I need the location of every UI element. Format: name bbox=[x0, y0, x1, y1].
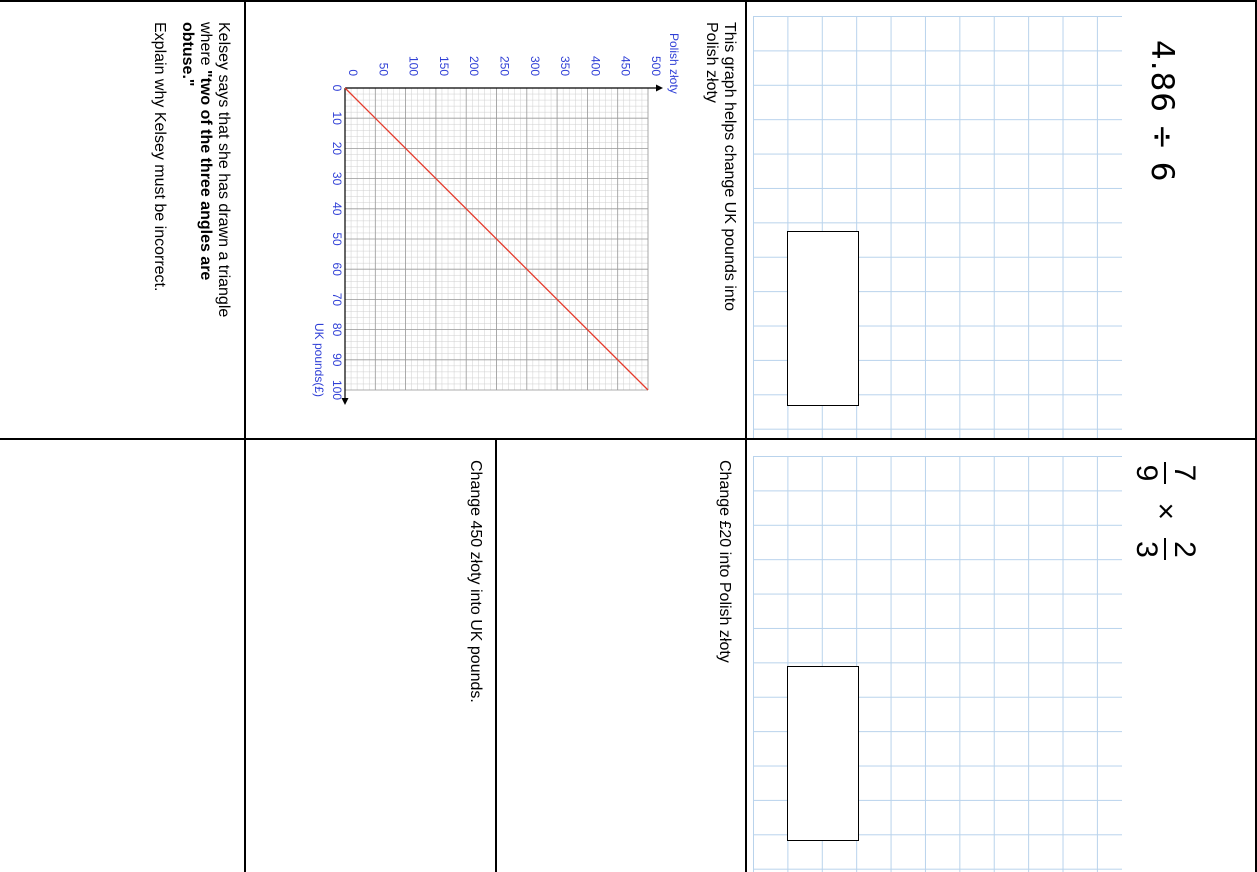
y-tick-label: 500 bbox=[649, 56, 663, 76]
question-3-intro: This graph helps change UK pounds into P… bbox=[702, 22, 738, 311]
working-grid-q2[interactable] bbox=[753, 456, 1122, 872]
conversion-graph: 0 10 20 30 40 50 60 70 80 90 100 0 50 100 150 200 250 30… bbox=[312, 33, 681, 405]
question-3a-text: Change £20 into Polish złoty bbox=[716, 460, 733, 663]
x-tick-label: 30 bbox=[330, 172, 344, 186]
intro-line-1: This graph helps change UK pounds into bbox=[721, 22, 738, 312]
question-4-text: Kelsey says that she has drawn a triangl… bbox=[150, 22, 232, 317]
y-axis-arrow bbox=[656, 84, 663, 92]
q4-line-1: Kelsey says that she has drawn a triangl… bbox=[215, 22, 232, 318]
x-tick-label: 20 bbox=[330, 142, 344, 156]
fraction-bar-1 bbox=[1164, 462, 1166, 484]
graph-x-tick-labels: 0 10 20 30 40 50 60 70 80 90 100 bbox=[330, 85, 344, 401]
row-divider bbox=[0, 438, 1257, 440]
y-tick-label: 250 bbox=[498, 56, 512, 76]
graph-axis-labels: UK pounds(£) Polish złoty bbox=[312, 33, 681, 397]
x-tick-label: 70 bbox=[330, 293, 344, 307]
graph-y-tick-labels: 0 50 100 150 200 250 300 350 400 450 500 bbox=[346, 56, 663, 76]
numerator-2: 2 bbox=[1168, 541, 1201, 558]
q4-line-3: obtuse." bbox=[178, 22, 196, 317]
q4-line-2-bold: "two of the three angles are bbox=[197, 70, 214, 281]
answer-box-q2[interactable] bbox=[787, 666, 859, 841]
numerator-1: 7 bbox=[1168, 464, 1201, 482]
col-divider-inner bbox=[495, 440, 497, 872]
border-right bbox=[1255, 0, 1257, 872]
graph-series bbox=[344, 87, 649, 391]
col-divider-main bbox=[745, 0, 747, 872]
q4-line-3-bold: obtuse." bbox=[179, 22, 196, 87]
x-axis-title: UK pounds(£) bbox=[312, 323, 326, 397]
q4-line-2: where "two of the three angles are bbox=[196, 22, 214, 317]
x-tick-label: 50 bbox=[330, 232, 344, 246]
question-3b-text: Change 450 złoty into UK pounds. bbox=[467, 460, 484, 703]
question-1-expression: 4.86 ÷ 6 bbox=[1144, 40, 1180, 183]
x-tick-label: 10 bbox=[330, 112, 344, 126]
x-tick-label: 40 bbox=[330, 202, 344, 216]
fraction-1: 7 9 bbox=[1130, 462, 1201, 484]
graph-axes bbox=[341, 84, 663, 405]
y-tick-label: 100 bbox=[407, 56, 421, 76]
x-tick-label: 0 bbox=[330, 85, 344, 92]
multiply-sign: × bbox=[1149, 502, 1182, 520]
x-axis-arrow bbox=[341, 398, 349, 405]
intro-line-2: Polish złoty bbox=[703, 22, 720, 103]
conversion-line bbox=[344, 87, 649, 391]
q4-line-2-plain: where bbox=[197, 22, 214, 71]
y-tick-label: 300 bbox=[528, 56, 542, 76]
y-tick-label: 150 bbox=[437, 56, 451, 76]
x-tick-label: 80 bbox=[330, 323, 344, 337]
y-tick-label: 0 bbox=[346, 69, 360, 76]
y-tick-label: 400 bbox=[588, 56, 602, 76]
fraction-bar-2 bbox=[1164, 538, 1166, 561]
col-divider-left bbox=[244, 0, 246, 872]
y-tick-label: 450 bbox=[619, 56, 633, 76]
x-tick-label: 100 bbox=[330, 380, 344, 400]
x-tick-label: 60 bbox=[330, 263, 344, 277]
y-axis-title: Polish złoty bbox=[667, 33, 681, 94]
fraction-2: 2 3 bbox=[1130, 538, 1201, 561]
answer-box-q1[interactable] bbox=[787, 231, 859, 406]
q4-line-4: Explain why Kelsey must be incorrect. bbox=[151, 22, 168, 292]
question-2-expression: 7 9 × 2 3 bbox=[1130, 462, 1201, 561]
x-tick-label: 90 bbox=[330, 353, 344, 367]
y-tick-label: 50 bbox=[376, 63, 390, 77]
y-tick-label: 200 bbox=[467, 56, 481, 76]
graph-major-grid bbox=[344, 87, 649, 391]
border-top bbox=[0, 0, 1257, 2]
y-tick-label: 350 bbox=[558, 56, 572, 76]
denominator-1: 9 bbox=[1130, 464, 1163, 482]
denominator-2: 3 bbox=[1130, 541, 1163, 558]
